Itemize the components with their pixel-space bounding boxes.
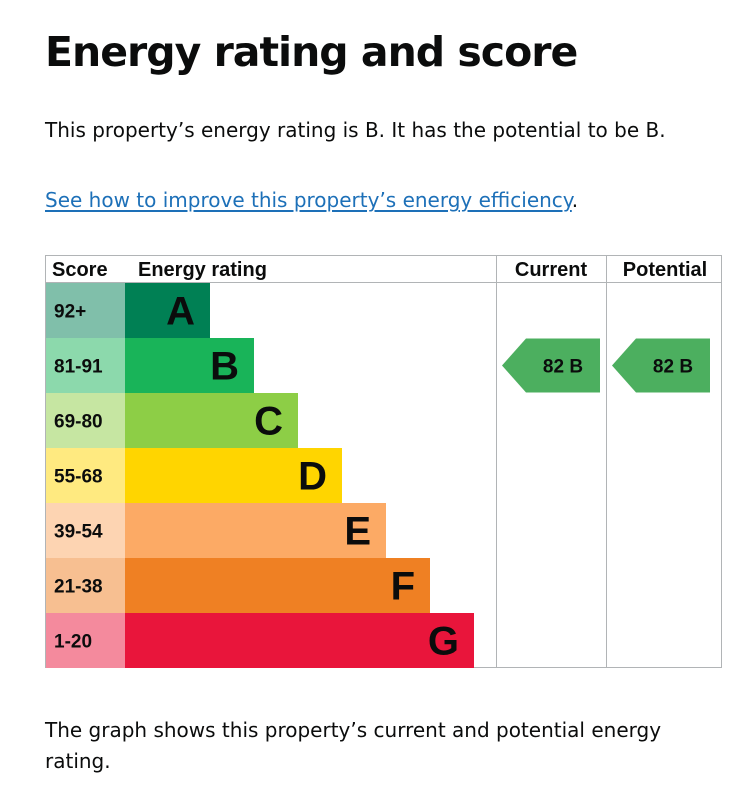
header-energy-rating: Energy rating bbox=[138, 259, 267, 281]
score-range-b: 81-91 bbox=[54, 357, 103, 378]
header-score: Score bbox=[52, 259, 108, 281]
score-range-g: 1-20 bbox=[54, 632, 92, 653]
score-cell-d bbox=[46, 448, 125, 503]
rating-bar-g bbox=[125, 613, 474, 668]
score-cell-g bbox=[46, 613, 125, 668]
rating-letter-f: F bbox=[391, 565, 415, 609]
rating-letter-a: A bbox=[166, 290, 195, 334]
score-range-a: 92+ bbox=[54, 302, 86, 323]
header-potential: Potential bbox=[623, 259, 707, 281]
rating-bar-a bbox=[125, 283, 210, 338]
rating-letter-c: C bbox=[254, 400, 283, 444]
chart-caption: The graph shows this property’s current … bbox=[45, 718, 662, 773]
energy-rating-chart: Score Energy rating Current Potential 92… bbox=[45, 255, 722, 668]
potential-rating-arrow bbox=[612, 338, 710, 393]
header-current: Current bbox=[515, 259, 588, 281]
rating-bar-f bbox=[125, 558, 430, 613]
score-cell-e bbox=[46, 503, 125, 558]
rating-bar-d bbox=[125, 448, 342, 503]
score-cell-f bbox=[46, 558, 125, 613]
rating-bands: 92+ A 81-91 B 69-80 C 55-68 D 39-54 E 21-38 F 1-20 G bbox=[46, 283, 474, 668]
score-range-d: 55-68 bbox=[54, 467, 103, 488]
rating-letter-e: E bbox=[344, 510, 371, 554]
score-cell-c bbox=[46, 393, 125, 448]
potential-rating-label: 82 B bbox=[653, 357, 693, 378]
rating-letter-b: B bbox=[210, 345, 239, 389]
improve-efficiency-link[interactable]: See how to improve this property’s energ… bbox=[45, 188, 572, 212]
improve-link-line: See how to improve this property’s energ… bbox=[45, 185, 578, 216]
score-range-f: 21-38 bbox=[54, 577, 103, 598]
score-range-c: 69-80 bbox=[54, 412, 103, 433]
score-cell-b bbox=[46, 338, 125, 393]
rating-markers: 82 B 82 B bbox=[502, 338, 710, 393]
rating-letter-d: D bbox=[298, 455, 327, 499]
link-suffix: . bbox=[571, 188, 579, 212]
current-rating-arrow bbox=[502, 338, 600, 393]
rating-bar-e bbox=[125, 503, 386, 558]
rating-summary: This property’s energy rating is B. It h… bbox=[45, 118, 666, 142]
page-title: Energy rating and score bbox=[45, 28, 578, 76]
score-cell-a bbox=[46, 283, 125, 338]
score-range-e: 39-54 bbox=[54, 522, 103, 543]
rating-bar-b bbox=[125, 338, 254, 393]
rating-letter-g: G bbox=[428, 620, 459, 664]
current-rating-label: 82 B bbox=[543, 357, 583, 378]
rating-bar-c bbox=[125, 393, 298, 448]
